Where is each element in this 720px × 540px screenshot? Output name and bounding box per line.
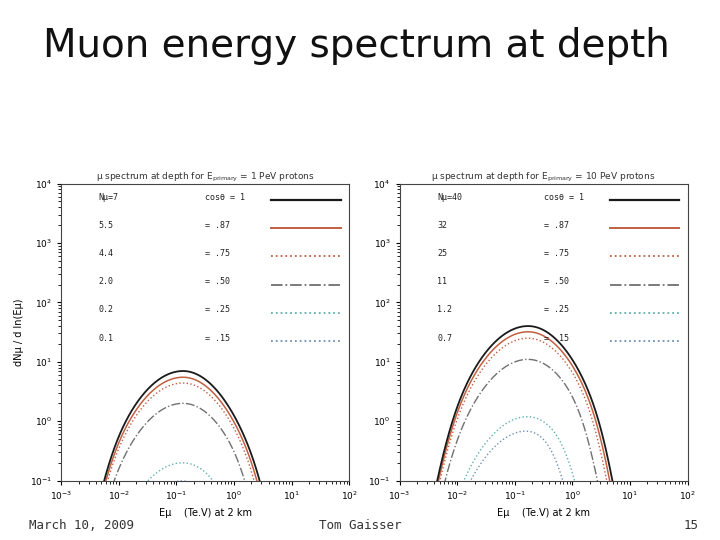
Text: = .75: = .75 bbox=[205, 249, 230, 258]
Text: 2.0: 2.0 bbox=[99, 277, 114, 286]
Text: 11: 11 bbox=[437, 277, 447, 286]
X-axis label: Eμ    (Te.V) at 2 km: Eμ (Te.V) at 2 km bbox=[497, 508, 590, 517]
Text: Nμ=7: Nμ=7 bbox=[99, 192, 119, 201]
Text: 32: 32 bbox=[437, 221, 447, 230]
Text: 0.2: 0.2 bbox=[99, 305, 114, 314]
Text: cosθ = 1: cosθ = 1 bbox=[544, 192, 584, 201]
Text: = .15: = .15 bbox=[205, 334, 230, 342]
Text: = .87: = .87 bbox=[205, 221, 230, 230]
Text: = .25: = .25 bbox=[205, 305, 230, 314]
Text: 25: 25 bbox=[437, 249, 447, 258]
Text: = .75: = .75 bbox=[544, 249, 569, 258]
Title: μ spectrum at depth for E$_\mathrm{primary}$ = 10 PeV protons: μ spectrum at depth for E$_\mathrm{prima… bbox=[431, 171, 656, 184]
Text: 0.1: 0.1 bbox=[99, 334, 114, 342]
Text: 0.7: 0.7 bbox=[437, 334, 452, 342]
Text: = .50: = .50 bbox=[544, 277, 569, 286]
Text: = .87: = .87 bbox=[544, 221, 569, 230]
Text: 15: 15 bbox=[683, 519, 698, 532]
Text: 5.5: 5.5 bbox=[99, 221, 114, 230]
Y-axis label: dNμ / d ln(Eμ): dNμ / d ln(Eμ) bbox=[14, 298, 24, 366]
Text: Nμ=40: Nμ=40 bbox=[437, 192, 462, 201]
Text: 1.2: 1.2 bbox=[437, 305, 452, 314]
Text: = .50: = .50 bbox=[205, 277, 230, 286]
Title: μ spectrum at depth for E$_\mathrm{primary}$ = 1 PeV protons: μ spectrum at depth for E$_\mathrm{prima… bbox=[96, 171, 315, 184]
Text: Muon energy spectrum at depth: Muon energy spectrum at depth bbox=[43, 27, 670, 65]
Text: = .25: = .25 bbox=[544, 305, 569, 314]
Text: cosθ = 1: cosθ = 1 bbox=[205, 192, 246, 201]
Text: = .15: = .15 bbox=[544, 334, 569, 342]
Text: Tom Gaisser: Tom Gaisser bbox=[319, 519, 401, 532]
Text: March 10, 2009: March 10, 2009 bbox=[29, 519, 134, 532]
X-axis label: Eμ    (Te.V) at 2 km: Eμ (Te.V) at 2 km bbox=[158, 508, 252, 517]
Text: 4.4: 4.4 bbox=[99, 249, 114, 258]
